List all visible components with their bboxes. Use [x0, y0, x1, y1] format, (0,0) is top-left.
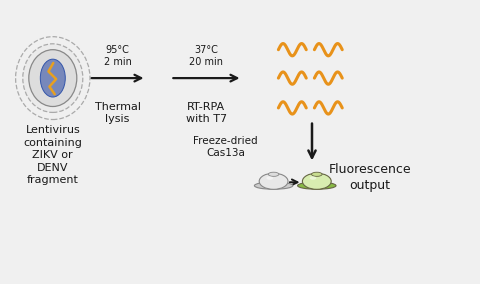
Ellipse shape [259, 173, 288, 189]
Text: RT-RPA
with T7: RT-RPA with T7 [186, 102, 227, 124]
Ellipse shape [312, 172, 322, 176]
Text: Thermal
lysis: Thermal lysis [95, 102, 141, 124]
Ellipse shape [254, 182, 293, 189]
Ellipse shape [298, 182, 336, 189]
Ellipse shape [266, 176, 273, 180]
Text: 37°C
20 min: 37°C 20 min [190, 45, 223, 66]
Ellipse shape [29, 50, 77, 106]
Text: Lentivirus
containing
ZIKV or
DENV
fragment: Lentivirus containing ZIKV or DENV fragm… [24, 126, 82, 185]
Ellipse shape [40, 59, 65, 97]
Ellipse shape [310, 176, 316, 180]
Text: 95°C
2 min: 95°C 2 min [104, 45, 132, 66]
Ellipse shape [23, 44, 83, 112]
Text: Freeze-dried
Cas13a: Freeze-dried Cas13a [193, 135, 258, 158]
Ellipse shape [268, 172, 279, 176]
Text: Fluorescence
output: Fluorescence output [328, 163, 411, 192]
Ellipse shape [302, 173, 331, 189]
